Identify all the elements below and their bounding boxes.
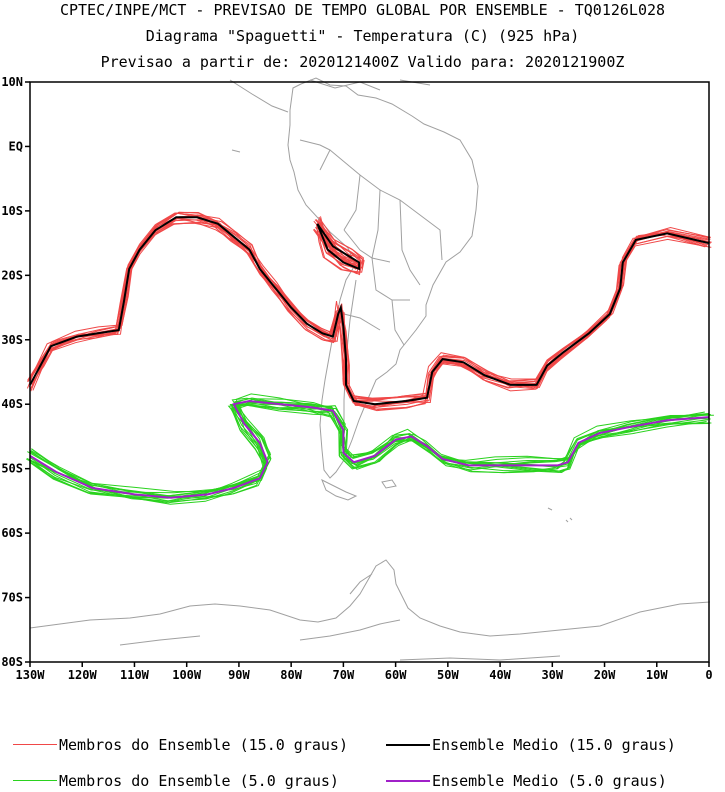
title-line-1: CPTEC/INPE/MCT - PREVISAO DE TEMPO GLOBA… — [59, 1, 666, 19]
lon-tick-label: 100W — [172, 668, 202, 682]
lon-tick-label: 90W — [228, 668, 250, 682]
ensemble-member-line — [27, 212, 710, 401]
lat-tick-label: EQ — [9, 139, 23, 153]
lat-tick-label: 70S — [1, 591, 23, 605]
coastlines — [29, 77, 711, 661]
lon-tick-label: 60W — [385, 668, 407, 682]
ensemble-member-line — [31, 218, 711, 405]
ensemble-member-line — [29, 401, 710, 497]
south-america-coast — [287, 77, 479, 479]
ensemble-member-line — [313, 220, 362, 274]
ensemble-member-line — [26, 398, 709, 499]
lon-tick-label: 50W — [437, 668, 459, 682]
lon-tick-label: 130W — [16, 668, 46, 682]
falkland-islands — [381, 479, 397, 489]
legend-label-members-15: Membros do Ensemble (15.0 graus) — [59, 736, 348, 754]
lon-tick-label: 120W — [68, 668, 98, 682]
lat-tick-label: 60S — [1, 526, 23, 540]
latitude-axis: 10N EQ 10S 20S 30S 40S 50S 60S 70S 80S — [1, 75, 30, 669]
lon-tick-label: 0 — [705, 668, 712, 682]
lat-tick-label: 30S — [1, 333, 23, 347]
lon-tick-label: 30W — [541, 668, 563, 682]
lon-tick-label: 40W — [489, 668, 511, 682]
ensemble-member-line — [29, 401, 710, 497]
ensemble-mean-15-line — [29, 216, 710, 406]
lat-tick-label: 40S — [1, 397, 23, 411]
ensemble-member-line — [30, 401, 709, 503]
lat-tick-label: 10N — [1, 75, 23, 89]
title-line-3: Previsao a partir de: 2020121400Z Valido… — [100, 53, 625, 71]
ensemble-member-line — [27, 211, 711, 402]
lon-tick-label: 80W — [280, 668, 302, 682]
legend-swatch-members-5 — [13, 780, 57, 781]
lat-tick-label: 20S — [1, 268, 23, 282]
ensemble-member-line — [29, 403, 708, 499]
lon-tick-label: 20W — [594, 668, 616, 682]
ensemble-member-line — [28, 212, 709, 400]
ensemble-mean-5-line — [29, 399, 710, 499]
lon-tick-label: 10W — [646, 668, 668, 682]
small-islands — [231, 149, 573, 523]
ensemble-member-line — [27, 211, 712, 401]
lat-tick-label: 80S — [1, 655, 23, 669]
lon-tick-label: 70W — [333, 668, 355, 682]
members-5-band — [26, 393, 714, 505]
ensemble-member-line — [31, 398, 714, 494]
ensemble-means — [29, 216, 710, 499]
legend-label-mean-15: Ensemble Medio (15.0 graus) — [432, 736, 676, 754]
legend-swatch-members-15 — [13, 744, 57, 745]
ensemble-member-line — [29, 212, 711, 401]
ensemble-member-line — [315, 219, 364, 269]
legend-swatch-mean-5 — [386, 780, 430, 782]
ensemble-member-line — [30, 404, 707, 505]
longitude-axis: 130W 120W 110W 100W 90W 80W 70W 60W 50W 40W 30W 20W… — [16, 662, 713, 682]
title-line-2: Diagrama "Spaguetti" - Temperatura (C) (… — [145, 27, 580, 45]
ensemble-member-line — [27, 397, 707, 498]
plot-frame — [29, 81, 710, 663]
ensemble-member-line — [29, 212, 711, 399]
ensemble-member-line — [26, 214, 706, 409]
members-15-band — [26, 211, 712, 412]
ensemble-member-line — [28, 397, 712, 498]
tierra-del-fuego — [321, 478, 358, 501]
legend-swatch-mean-15 — [386, 744, 430, 746]
ensemble-mean-15-line — [316, 223, 361, 271]
lat-tick-label: 10S — [1, 204, 23, 218]
ensemble-member-line — [29, 400, 709, 497]
legend-label-mean-5: Ensemble Medio (5.0 graus) — [432, 772, 667, 790]
legend-label-members-5: Membros do Ensemble (5.0 graus) — [59, 772, 339, 790]
lat-tick-label: 50S — [1, 462, 23, 476]
antarctica-coast — [29, 559, 711, 661]
lon-tick-label: 110W — [120, 668, 150, 682]
